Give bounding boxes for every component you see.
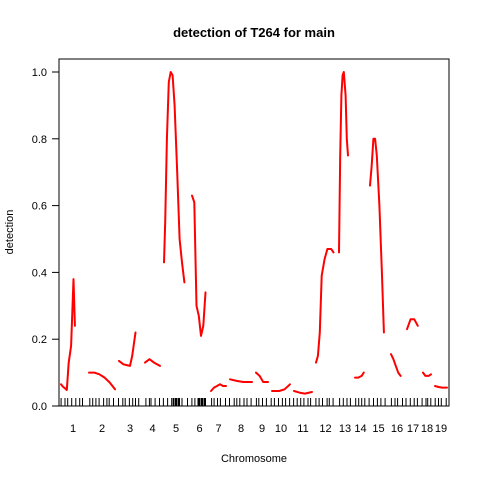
x-tick-label: 1 — [70, 423, 76, 435]
y-axis-label: detection — [4, 210, 16, 255]
series-line-chr-7 — [211, 384, 226, 391]
series-line-chr-9 — [256, 373, 268, 382]
y-tick-label: 0.4 — [32, 267, 47, 279]
x-tick-label: 7 — [215, 423, 221, 435]
series-line-chr-1 — [61, 279, 75, 390]
x-tick-label: 11 — [297, 423, 308, 435]
x-tick-label: 16 — [391, 423, 403, 435]
y-tick-label: 0.6 — [32, 201, 47, 213]
x-tick-label: 17 — [407, 423, 419, 435]
detection-series — [61, 72, 447, 394]
chart-title: detection of T264 for main — [173, 25, 335, 40]
series-line-chr-12 — [316, 249, 334, 363]
series-line-chr-11 — [294, 391, 312, 394]
x-tick-label: 9 — [259, 423, 265, 435]
series-line-chr-14 — [355, 373, 364, 378]
series-line-chr-5 — [164, 72, 184, 282]
y-tick-label: 0.8 — [32, 134, 47, 146]
y-tick-label: 0.2 — [32, 334, 47, 346]
x-tick-label: 13 — [339, 423, 351, 435]
series-line-chr-16 — [391, 354, 401, 376]
series-line-chr-10 — [272, 384, 290, 391]
x-tick-label: 12 — [319, 423, 331, 435]
marker-rug — [61, 398, 446, 406]
x-tick-label: 5 — [173, 423, 179, 435]
x-tick-label: 19 — [435, 423, 447, 435]
series-line-chr-13 — [339, 72, 348, 252]
series-line-chr-18 — [423, 373, 431, 376]
series-line-chr-17 — [407, 319, 418, 329]
x-tick-label: 8 — [238, 423, 244, 435]
series-line-chr-2 — [89, 373, 115, 390]
x-tick-label: 3 — [127, 423, 133, 435]
x-tick-label: 2 — [99, 423, 105, 435]
x-tick-label: 18 — [421, 423, 433, 435]
y-tick-label: 0.0 — [32, 401, 47, 413]
series-line-chr-4 — [145, 359, 160, 366]
series-line-chr-15 — [370, 139, 384, 333]
x-tick-label: 6 — [196, 423, 202, 435]
y-axis: 0.0 0.2 0.4 0.6 0.8 1.0 — [32, 67, 59, 413]
series-line-chr-6 — [192, 196, 206, 336]
x-axis: 1 2 3 4 5 6 7 8 9 10 11 12 13 14 15 16 17 18 19 — [70, 423, 447, 435]
x-tick-label: 10 — [275, 423, 287, 435]
series-line-chr-3 — [119, 333, 136, 366]
series-line-chr-8 — [230, 379, 252, 382]
series-line-chr-19 — [435, 386, 447, 388]
x-tick-label: 15 — [372, 423, 384, 435]
y-tick-label: 1.0 — [32, 67, 47, 79]
x-tick-label: 14 — [354, 423, 366, 435]
x-axis-label: Chromosome — [221, 453, 287, 465]
x-tick-label: 4 — [149, 423, 155, 435]
